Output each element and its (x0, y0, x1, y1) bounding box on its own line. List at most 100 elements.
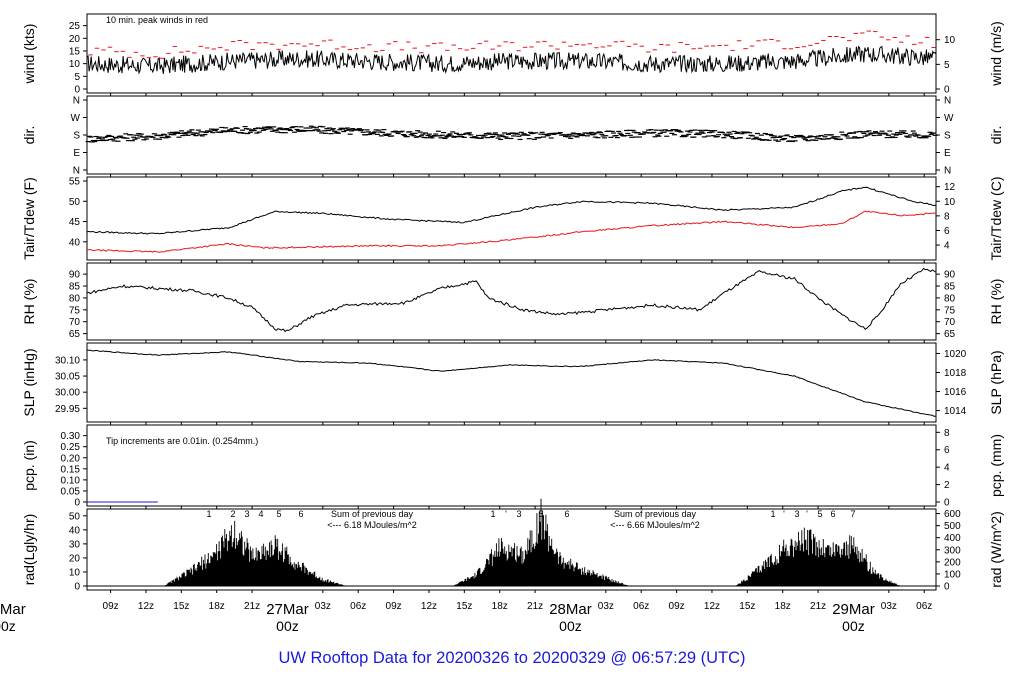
x-hour-label: 12z (704, 601, 720, 612)
panel-annotation: 10 min. peak winds in red (106, 15, 208, 25)
y-tick-label-right: S (944, 131, 951, 142)
y-axis-title-right: Tair/Tdew (C) (988, 176, 1004, 260)
y-tick-label-left: S (73, 131, 80, 142)
y-axis-title-right: pcp. (mm) (988, 434, 1004, 497)
y-tick-label-right: 85 (944, 282, 956, 293)
y-tick-label-right: 200 (944, 557, 961, 568)
x-hour-label: 03z (315, 601, 331, 612)
y-tick-label-right: 8 (944, 428, 950, 439)
x-hour-label: 09z (386, 601, 402, 612)
panel-frame (86, 342, 937, 423)
panel-frame (86, 424, 937, 507)
y-tick-label-left: 30.10 (55, 355, 80, 366)
panel-annotation: Tip increments are 0.01in. (0.254mm.) (106, 436, 258, 446)
hour-marker: 1 (206, 509, 211, 519)
x-hour-label: 09z (103, 601, 119, 612)
day-label: 29Mar (832, 601, 875, 618)
y-axis-title-left: wind (kts) (21, 24, 37, 85)
y-tick-label-right: 65 (944, 329, 956, 340)
day-label-hour: 00z (559, 618, 582, 634)
x-hour-label: 12z (138, 601, 154, 612)
x-hour-label: 12z (421, 601, 437, 612)
hour-marker: 5 (276, 509, 281, 519)
y-tick-label-left: 80 (69, 293, 81, 304)
daily-total-label: Sum of previous day (331, 509, 414, 519)
y-tick-label-right: 400 (944, 533, 961, 544)
y-tick-label-left: 20 (69, 553, 81, 564)
y-tick-label-left: 0.05 (61, 486, 81, 497)
y-tick-label-left: 70 (69, 317, 81, 328)
y-tick-label-left: 25 (69, 21, 81, 32)
y-tick-label-left: 55 (69, 177, 81, 188)
y-tick-label-left: 5 (74, 72, 80, 83)
daily-total-value: <--- 6.66 MJoules/m^2 (610, 520, 700, 530)
y-tick-label-right: 1020 (944, 349, 967, 360)
radiation-area (163, 498, 901, 586)
hour-marker: ' (505, 509, 507, 519)
x-hour-label: 06z (350, 601, 366, 612)
y-tick-label-left: 30.00 (55, 388, 80, 399)
day-label-hour: 00z (842, 618, 865, 634)
x-hour-label: 06z (916, 601, 932, 612)
hour-marker: 1 (490, 509, 495, 519)
y-tick-label-left: W (71, 113, 81, 124)
panel-frame (86, 176, 937, 261)
series-tdew (86, 210, 936, 253)
y-tick-label-left: 0.25 (61, 442, 81, 453)
y-tick-label-left: 29.95 (55, 404, 80, 415)
y-tick-label-right: 100 (944, 569, 961, 580)
y-tick-label-left: 75 (69, 305, 81, 316)
y-tick-label-right: 8 (944, 211, 950, 222)
y-tick-label-left: 90 (69, 270, 81, 281)
hour-marker: 7 (850, 509, 855, 519)
panel-slp: 29.95 30.00 30.05 30.10 1014 1016 1018 1020 SLP … (21, 342, 1004, 425)
y-tick-label-left: 50 (69, 511, 81, 522)
y-tick-label-right: 6 (944, 445, 950, 456)
hour-marker: 1 (770, 509, 775, 519)
y-tick-label-right: 4 (944, 463, 950, 474)
y-tick-label-left: 10 (69, 567, 81, 578)
hour-marker: 5 (817, 509, 822, 519)
day-label: 27Mar (266, 601, 309, 618)
y-tick-label-left: 20 (69, 34, 81, 45)
y-tick-label-left: 45 (69, 217, 81, 228)
y-tick-label-right: 80 (944, 293, 956, 304)
series-slp (86, 349, 937, 417)
hour-marker: 2 (230, 509, 235, 519)
y-axis-title-left: SLP (inHg) (21, 348, 37, 416)
x-hour-label: 15z (456, 601, 472, 612)
y-tick-label-right: W (944, 113, 954, 124)
hour-marker: 4 (258, 509, 263, 519)
panel-frame (86, 262, 937, 341)
y-tick-label-left: 30.05 (55, 372, 80, 383)
x-hour-label: 06z (633, 601, 649, 612)
hour-marker: 5 (538, 509, 543, 519)
day-label: 26Mar (0, 601, 26, 618)
hour-marker: ' (783, 509, 785, 519)
y-tick-label-right: 0 (944, 498, 950, 509)
x-hour-label: 18z (209, 601, 225, 612)
y-axis-title-right: wind (m/s) (988, 21, 1004, 87)
y-tick-label-left: 50 (69, 197, 81, 208)
y-tick-label-right: 4 (944, 241, 950, 252)
y-tick-label-left: E (73, 148, 80, 159)
y-tick-label-left: N (73, 166, 80, 177)
y-tick-label-left: 40 (69, 237, 81, 248)
y-tick-label-right: 75 (944, 305, 956, 316)
y-axis-title-left: rad(Lgly/hr) (21, 514, 37, 586)
y-tick-label-right: 1018 (944, 368, 967, 379)
x-hour-label: 18z (492, 601, 508, 612)
y-tick-label-left: 0.20 (61, 453, 81, 464)
y-tick-label-right: 2 (944, 480, 950, 491)
x-hour-label: 21z (527, 601, 543, 612)
y-tick-label-right: 70 (944, 317, 956, 328)
y-tick-label-left: 30 (69, 539, 81, 550)
y-tick-label-right: 10 (944, 197, 956, 208)
y-axis-title-right: SLP (hPa) (988, 350, 1004, 414)
y-tick-label-left: 0 (74, 498, 80, 509)
hour-marker: 3 (516, 509, 521, 519)
daily-total-value: <--- 6.18 MJoules/m^2 (327, 520, 417, 530)
